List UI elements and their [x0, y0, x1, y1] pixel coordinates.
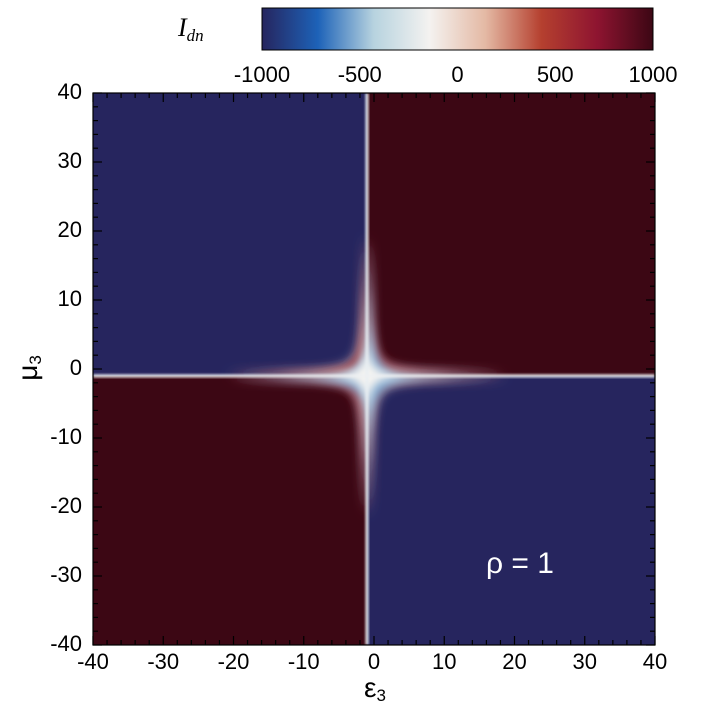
- colorbar-tick-label: 500: [537, 62, 574, 87]
- x-tick-label: -40: [77, 649, 109, 674]
- y-tick-label: 0: [70, 355, 82, 380]
- annotation: ρ = 1: [486, 547, 554, 580]
- colorbar-tick-label: -500: [338, 62, 382, 87]
- colorbar-tick-label: 1000: [629, 62, 678, 87]
- x-tick-label: -30: [147, 649, 179, 674]
- y-tick-label: -30: [50, 562, 82, 587]
- y-tick-label: 40: [58, 79, 82, 104]
- colorbar: [261, 7, 654, 51]
- colorbar-tick-label: -1000: [234, 62, 290, 87]
- y-axis-label: μ3: [12, 355, 45, 381]
- x-tick-label: -10: [288, 649, 320, 674]
- y-tick-label: 10: [58, 286, 82, 311]
- x-tick-label: 0: [368, 649, 380, 674]
- x-tick-label: 40: [643, 649, 667, 674]
- x-tick-label: 30: [573, 649, 597, 674]
- heatmap-cell: [366, 93, 655, 376]
- y-tick-label: -10: [50, 424, 82, 449]
- heatmap: [93, 93, 655, 645]
- y-tick-label: -40: [50, 631, 82, 656]
- transition-vline: [365, 93, 369, 645]
- y-tick-label: -20: [50, 493, 82, 518]
- transition-cross: [93, 93, 655, 645]
- transition-hline: [93, 374, 655, 378]
- y-tick-label: 20: [58, 217, 82, 242]
- colorbar-label: Idn: [177, 13, 204, 45]
- heatmap-cell: [366, 375, 655, 645]
- x-axis-label: ε3: [364, 672, 386, 705]
- heatmap-cell: [93, 375, 367, 645]
- x-tick-label: -20: [218, 649, 250, 674]
- colorbar-tick-label: 0: [451, 62, 463, 87]
- y-tick-label: 30: [58, 148, 82, 173]
- x-tick-label: 10: [432, 649, 456, 674]
- heatmap-cell: [93, 93, 367, 376]
- x-tick-label: 20: [502, 649, 526, 674]
